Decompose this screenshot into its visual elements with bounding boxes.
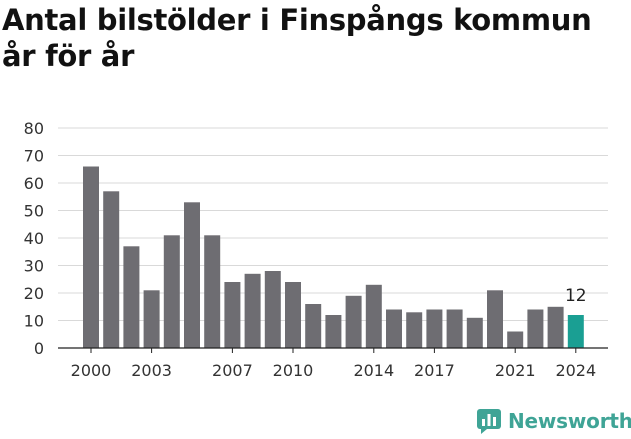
- bar-2004: [163, 235, 180, 349]
- x-tick-label: 2007: [212, 361, 253, 380]
- bar-2015: [386, 309, 402, 348]
- bar-2006: [204, 235, 221, 349]
- bar-2022: [527, 309, 544, 348]
- bar-2003: [143, 290, 160, 349]
- y-tick-label: 20: [24, 284, 44, 303]
- bar-2012: [325, 315, 342, 348]
- bar-2008: [244, 273, 261, 349]
- bar-2010: [285, 282, 301, 348]
- bar-2023: [547, 306, 564, 349]
- bar-2009: [264, 271, 281, 348]
- bar-2007: [224, 282, 241, 348]
- bar-2017: [426, 309, 443, 348]
- chart-title: Antal bilstölder i Finspångs kommun år f…: [2, 3, 592, 73]
- y-tick-label: 60: [24, 174, 44, 193]
- bars: [83, 166, 584, 349]
- bar-2024: [567, 315, 584, 348]
- y-axis-tick-labels: 0 10 20 30 40 50 60 70 80: [24, 119, 44, 358]
- bar-2014: [365, 284, 382, 349]
- data-label-2024: 12: [565, 286, 587, 306]
- y-tick-label: 50: [24, 202, 44, 221]
- x-axis-tick-labels: 2000 2003 2007 2010 2014 2017 2021 2024: [58, 347, 608, 380]
- x-tick-label: 2024: [555, 361, 596, 380]
- bar-2013: [345, 295, 362, 349]
- bar-2001: [103, 191, 120, 349]
- x-tick-label: 2014: [353, 361, 394, 380]
- y-tick-label: 10: [24, 312, 44, 331]
- x-tick-label: 2000: [71, 361, 112, 380]
- x-tick-label: 2021: [495, 361, 536, 380]
- data-labels: 12: [565, 286, 587, 306]
- bar-2011: [305, 304, 322, 348]
- newsworthy-chart-logo-icon: [477, 409, 501, 434]
- y-tick-label: 80: [24, 119, 44, 138]
- brand-name: Newsworthy: [508, 409, 631, 433]
- x-tick-label: 2017: [414, 361, 455, 380]
- y-tick-label: 30: [24, 257, 44, 276]
- gridlines: [58, 127, 608, 321]
- y-tick-label: 0: [34, 339, 44, 358]
- bar-2018: [446, 309, 463, 348]
- x-tick-label: 2010: [273, 361, 314, 380]
- bar-2005: [184, 202, 200, 349]
- bar-2000: [83, 166, 99, 348]
- bar-2019: [466, 317, 483, 349]
- y-tick-label: 40: [24, 229, 44, 248]
- bar-2020: [487, 290, 503, 349]
- newsworthy-brand: Newsworthy: [476, 406, 631, 436]
- bar-2021: [507, 331, 524, 348]
- bar-2002: [123, 246, 140, 349]
- x-tick-label: 2003: [131, 361, 172, 380]
- y-tick-label: 70: [24, 147, 44, 166]
- bar-2016: [406, 312, 423, 349]
